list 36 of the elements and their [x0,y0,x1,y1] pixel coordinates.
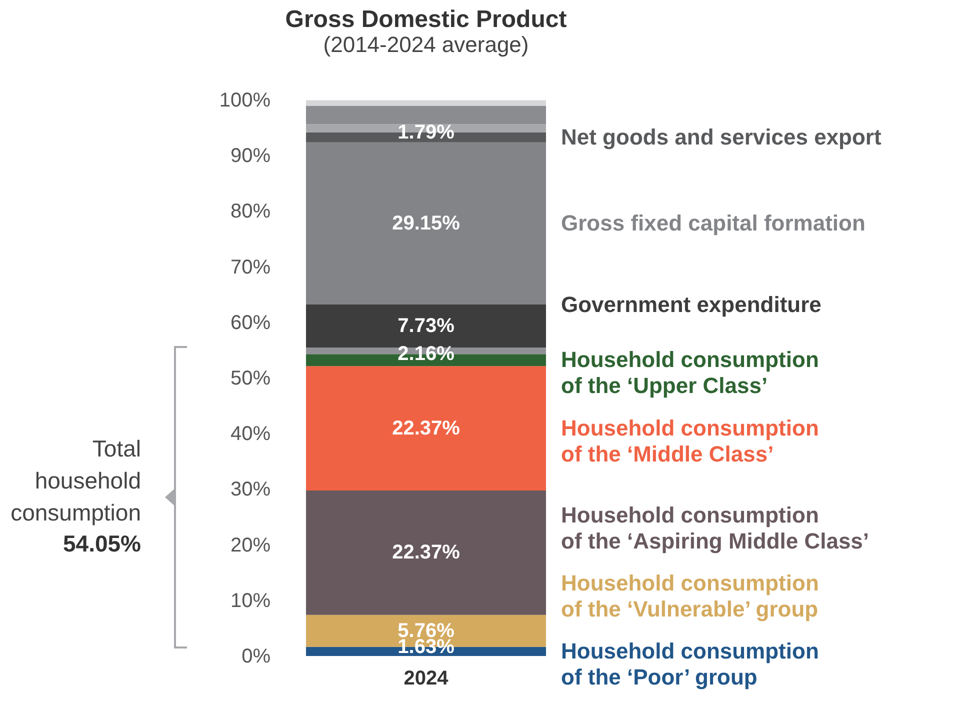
series-label: Household consumption of the ‘Upper Class’ [561,347,819,398]
y-tick-label: 60% [230,312,271,334]
y-tick-label: 90% [230,145,271,168]
data-label: 22.37% [392,542,460,564]
bar [306,142,546,304]
bar [306,100,546,106]
y-tick-label: 0% [242,646,271,668]
y-tick-label: 10% [230,590,271,612]
series-label: Household consumption of the ‘Middle Class’ [561,415,819,466]
chart-subtitle: (2014-2024 average) [323,32,529,57]
y-tick-label: 80% [230,200,271,223]
bar [306,106,546,124]
bar [306,490,546,615]
data-label: 22.37% [392,417,460,440]
series-label: Household consumption of the ‘Vulnerable’ group [561,570,819,622]
y-tick-label: 30% [230,478,271,501]
bar [306,304,546,348]
y-tick-label: 50% [230,368,271,390]
series-label: Household consumption of the ‘Poor’ group [561,638,819,690]
y-tick-label: 20% [230,534,271,556]
x-tick-label: 2024 [404,668,450,690]
series-label: Gross fixed capital formation [561,210,866,236]
series-label: Household consumption of the ‘Aspiring Middle Class’ [561,502,870,554]
data-label: 29.15% [392,212,460,234]
series-label: Government expenditure [561,292,822,318]
series-label: Net goods and services export [561,124,882,150]
text: Total household consumption [10,436,141,526]
bar [306,366,546,491]
y-tick-label: 100% [219,90,271,112]
chart-title: Gross Domestic Product [285,6,567,33]
y-tick-label: 40% [230,423,271,446]
text: 54.05% [62,530,141,557]
data-label: 1.79% [398,121,455,144]
data-label: 7.73% [398,314,455,337]
data-label: 2.16% [398,343,455,366]
y-tick-label: 70% [230,256,271,278]
